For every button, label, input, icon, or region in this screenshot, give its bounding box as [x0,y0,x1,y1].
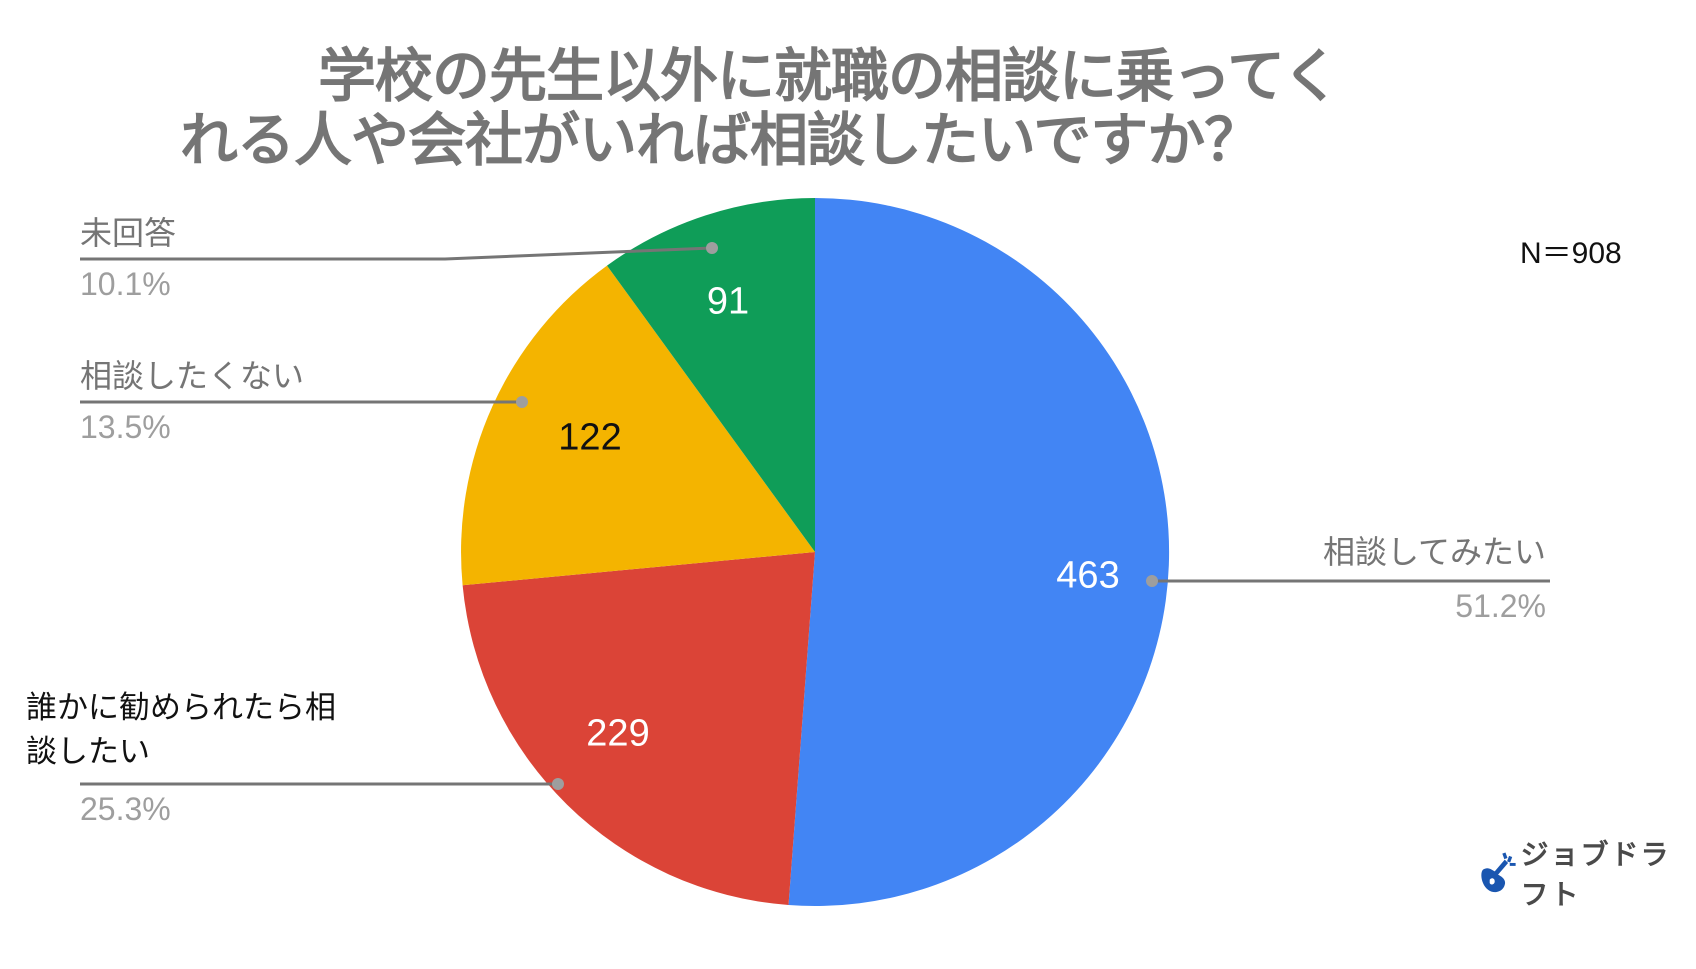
chart-title-line2: れる人や会社がいれば相談したいですか？ [180,106,1262,174]
percent-no-answer: 10.1% [80,266,171,302]
guitar-pick-icon [1481,852,1516,893]
slice-not-want [461,265,815,586]
label-consult-want: 相談してみたい [1322,533,1546,571]
label-no-answer: 未回答 [80,214,177,252]
label-if-recommended-line1: 誰かに勧められたら相 [26,690,336,726]
brand-logo: ジョブドラフト [1478,833,1696,913]
leader-dot-not-want [516,396,528,408]
label-not-want: 相談したくない [80,357,305,395]
label-if-recommended-line2: 談したい [26,734,150,770]
leader-dot-no-answer [706,242,718,254]
chart-title-line1: 学校の先生以外に就職の相談に乗ってく [318,42,1340,110]
slice-value-if-recommended: 229 [586,712,650,755]
percent-consult-want: 51.2% [1455,588,1546,624]
logo-text: ジョブドラフト [1520,838,1671,911]
slice-if-recommended [462,552,815,905]
slice-value-consult-want: 463 [1056,554,1120,597]
slice-consult-want [788,197,1170,906]
slice-value-not-want: 122 [558,416,622,459]
leader-dot-consult-want [1146,575,1158,587]
sample-size-label: N＝908 [1520,237,1622,270]
leader-line-no-answer [80,246,713,261]
percent-not-want: 13.5% [80,409,171,445]
percent-if-recommended: 25.3% [80,791,171,827]
leader-dot-if-recommended [552,778,564,790]
slice-value-no-answer: 91 [706,280,750,323]
slice-no-answer [607,198,815,552]
